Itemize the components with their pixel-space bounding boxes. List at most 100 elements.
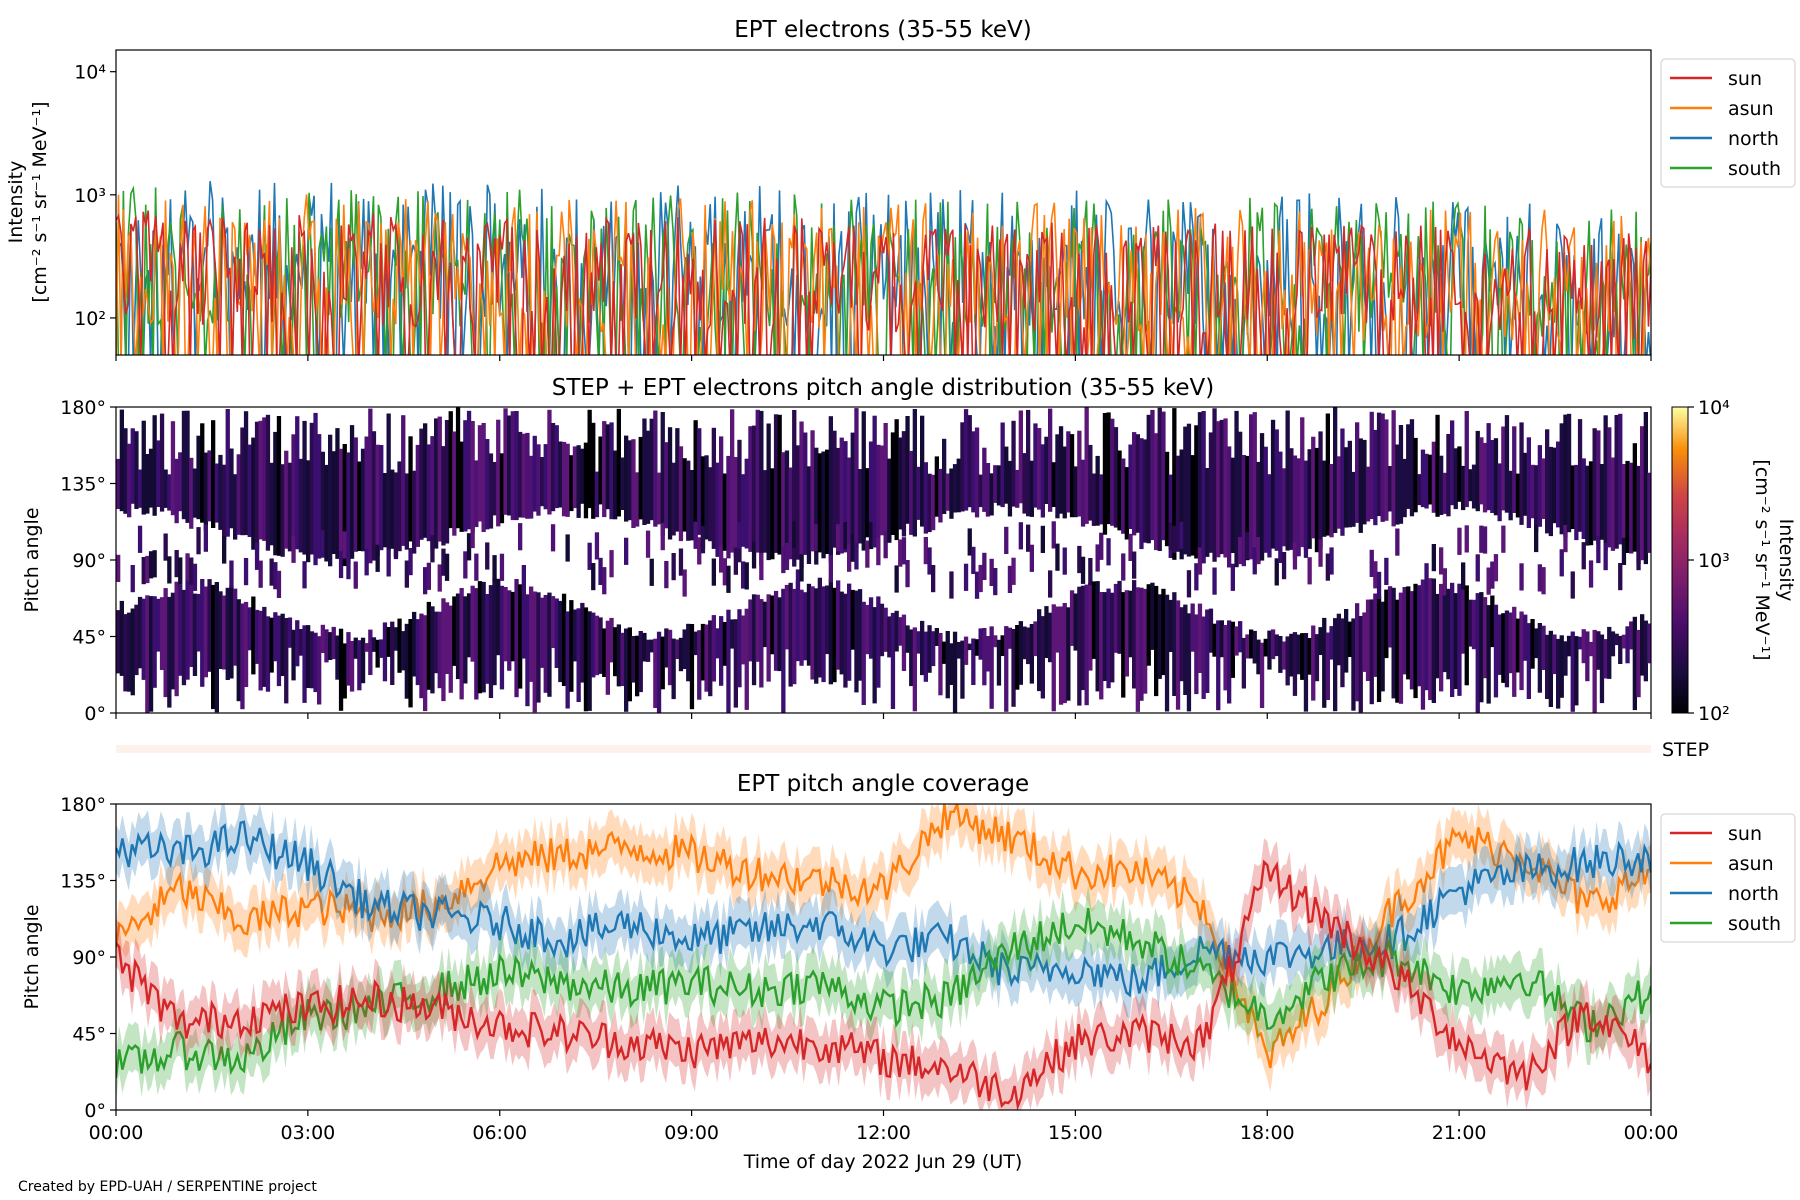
panel1-legend-label-asun: asun: [1728, 98, 1774, 120]
heatmap-cell: [141, 420, 146, 515]
heatmap-cell: [1088, 558, 1093, 586]
heatmap-cell: [722, 558, 727, 586]
heatmap-cell: [649, 639, 654, 653]
heatmap-cell: [1362, 439, 1367, 525]
panel4-ylabel: Pitch angle: [21, 904, 43, 1009]
heatmap-cell: [1124, 590, 1129, 677]
heatmap-cell: [1318, 431, 1323, 548]
heatmap-cell: [726, 609, 731, 713]
heatmap-cell: [1563, 641, 1568, 676]
credit-text: Created by EPD-UAH / SERPENTINE project: [18, 1179, 317, 1195]
heatmap-cell: [898, 617, 903, 646]
heatmap-cell: [671, 462, 676, 536]
heatmap-cell: [730, 409, 735, 553]
heatmap-cell: [1329, 464, 1334, 538]
heatmap-cell: [1150, 409, 1155, 541]
heatmap-cell: [364, 436, 369, 558]
heatmap-cell: [1453, 448, 1458, 510]
heatmap-cell: [554, 598, 559, 668]
heatmap-cell: [700, 526, 706, 554]
heatmap-cell: [1139, 587, 1144, 701]
heatmap-cell: [857, 469, 863, 544]
heatmap-cell: [719, 436, 724, 549]
heatmap-cell: [1559, 635, 1564, 698]
heatmap-cell: [240, 603, 245, 710]
heatmap-cell: [1603, 415, 1608, 551]
heatmap-cell: [543, 444, 548, 510]
heatmap-cell: [485, 439, 490, 530]
heatmap-cell: [1278, 636, 1283, 673]
heatmap-cell: [302, 625, 307, 703]
heatmap-cell: [1146, 414, 1151, 544]
heatmap-cell: [1146, 584, 1151, 666]
panel1-series-asun: [116, 194, 1651, 355]
heatmap-cell: [934, 628, 939, 646]
heatmap-cell: [1274, 429, 1279, 551]
heatmap-cell: [565, 534, 570, 562]
heatmap-cell: [558, 600, 563, 683]
heatmap-cell: [1091, 581, 1097, 659]
panel4-xtick-label: 03:00: [280, 1122, 335, 1144]
heatmap-cell: [1512, 606, 1517, 697]
heatmap-cell: [693, 631, 698, 656]
heatmap-cell: [214, 582, 219, 713]
heatmap-cell: [1029, 544, 1034, 572]
heatmap-cell: [876, 596, 881, 688]
heatmap-cell: [985, 463, 991, 517]
heatmap-cell: [470, 421, 475, 533]
heatmap-cell: [832, 430, 837, 548]
heatmap-cell: [1015, 625, 1020, 690]
heatmap-cell: [207, 450, 212, 522]
heatmap-cell: [660, 636, 665, 690]
heatmap-cell: [978, 628, 983, 660]
heatmap-cell: [463, 551, 468, 579]
heatmap-cell: [927, 547, 932, 575]
heatmap-cell: [963, 563, 969, 591]
heatmap-cell: [565, 611, 570, 709]
heatmap-cell: [313, 412, 318, 566]
heatmap-cell: [123, 428, 128, 514]
heatmap-cell: [1537, 445, 1542, 527]
heatmap-cell: [284, 618, 289, 704]
heatmap-cell: [1249, 629, 1254, 659]
heatmap-cell: [178, 452, 183, 512]
heatmap-cell: [254, 421, 260, 551]
heatmap-cell: [1197, 412, 1203, 554]
heatmap-cell: [1069, 590, 1075, 646]
panel1-series-sun: [116, 210, 1651, 355]
heatmap-cell: [1164, 451, 1170, 547]
heatmap-cell: [755, 594, 760, 662]
heatmap-cell: [338, 628, 344, 711]
heatmap-cell: [1029, 624, 1034, 684]
heatmap-cell: [159, 597, 165, 670]
heatmap-cell: [320, 624, 325, 653]
heatmap-cell: [1614, 415, 1619, 549]
heatmap-cell: [558, 441, 563, 508]
heatmap-cell: [1384, 589, 1389, 659]
heatmap-cell: [1391, 410, 1396, 527]
heatmap-cell: [737, 439, 742, 563]
heatmap-cell: [949, 571, 954, 599]
heatmap-cell: [342, 531, 347, 559]
heatmap-cell: [1413, 583, 1418, 699]
heatmap-cell: [306, 625, 311, 688]
heatmap-cell: [1186, 423, 1192, 557]
heatmap-cell: [1493, 438, 1499, 516]
panel-step-strip: STEP: [116, 739, 1709, 761]
heatmap-cell: [931, 631, 936, 667]
heatmap-cell: [1128, 533, 1133, 561]
heatmap-cell: [1281, 468, 1287, 547]
heatmap-cell: [638, 436, 643, 520]
heatmap-cell: [196, 527, 201, 555]
heatmap-cell: [751, 541, 757, 569]
heatmap-cell: [861, 411, 866, 551]
heatmap-cell: [477, 581, 483, 694]
heatmap-cell: [455, 407, 461, 529]
heatmap-cell: [284, 450, 289, 549]
heatmap-cell: [1259, 523, 1265, 551]
heatmap-cell: [1409, 419, 1415, 517]
heatmap-cell: [218, 454, 223, 530]
panel-pitch-angle-distribution: STEP + EPT electrons pitch angle distrib…: [21, 375, 1797, 725]
heatmap-cell: [806, 466, 812, 564]
heatmap-cell: [1475, 554, 1480, 582]
